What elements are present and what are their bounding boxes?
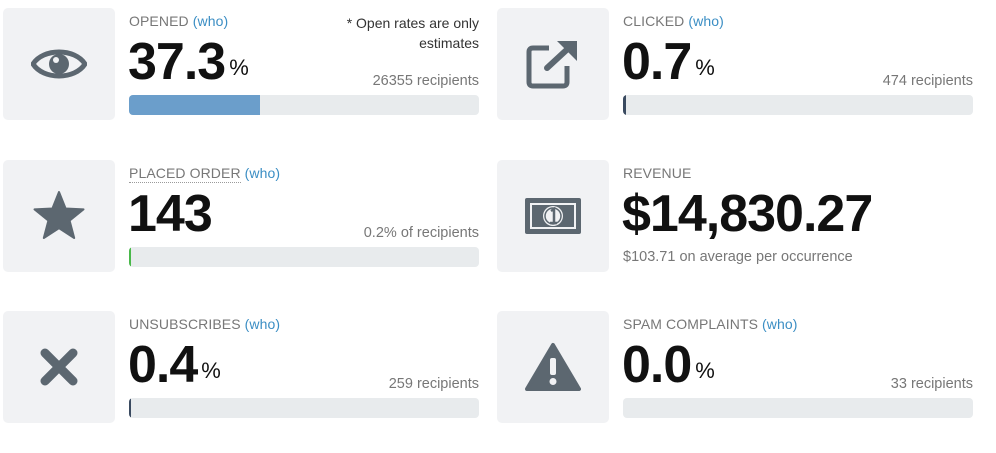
placed-order-progress-fill — [129, 247, 131, 267]
placed-order-card: PLACED ORDER (who) 143 0.2% of recipient… — [3, 160, 479, 272]
spam-who-link[interactable]: (who) — [762, 316, 798, 332]
placed-order-icon-box — [3, 160, 115, 272]
unsubscribes-progress-bar — [129, 398, 479, 418]
unsubscribes-label: UNSUBSCRIBES (who) — [129, 316, 281, 332]
clicked-progress-bar — [623, 95, 973, 115]
unsubscribes-progress-fill — [129, 398, 131, 418]
unsubscribes-value: 0.4% — [128, 336, 221, 394]
unsubscribes-icon-box — [3, 311, 115, 423]
revenue-label: REVENUE — [623, 165, 692, 181]
clicked-value: 0.7% — [622, 33, 715, 91]
placed-order-value: 143 — [128, 185, 213, 243]
star-icon — [33, 191, 85, 239]
opened-value: 37.3% — [128, 33, 249, 91]
revenue-average: $103.71 on average per occurrence — [623, 249, 853, 265]
spam-recipients: 33 recipients — [890, 376, 973, 392]
warning-icon — [525, 343, 581, 391]
spam-value: 0.0% — [622, 336, 715, 394]
clicked-label: CLICKED (who) — [623, 13, 724, 29]
spam-card: SPAM COMPLAINTS (who) 0.0% 33 recipients — [497, 311, 973, 423]
opened-progress-fill — [129, 95, 260, 115]
opened-icon-box — [3, 8, 115, 120]
revenue-value: $14,830.27 — [622, 185, 873, 243]
external-link-icon — [526, 41, 577, 89]
clicked-icon-box — [497, 8, 609, 120]
opened-label: OPENED (who) — [129, 13, 229, 29]
eye-icon — [31, 49, 87, 79]
clicked-progress-fill — [623, 95, 626, 115]
opened-recipients: 26355 recipients — [372, 73, 479, 89]
open-rate-note: * Open rates are only estimates — [346, 15, 479, 51]
placed-order-label: PLACED ORDER (who) — [129, 165, 281, 183]
spam-label: SPAM COMPLAINTS (who) — [623, 316, 798, 332]
clicked-who-link[interactable]: (who) — [688, 13, 724, 29]
unsubscribes-who-link[interactable]: (who) — [244, 316, 281, 332]
close-icon — [40, 348, 78, 386]
placed-order-recipients: 0.2% of recipients — [363, 225, 479, 241]
placed-order-who-link[interactable]: (who) — [244, 165, 281, 181]
unsubscribes-card: UNSUBSCRIBES (who) 0.4% 259 recipients — [3, 311, 479, 423]
opened-card: OPENED (who) * Open rates are only estim… — [3, 8, 479, 120]
spam-icon-box — [497, 311, 609, 423]
revenue-card: REVENUE $14,830.27 $103.71 on average pe… — [497, 160, 973, 272]
placed-order-progress-bar — [129, 247, 479, 267]
clicked-card: CLICKED (who) 0.7% 474 recipients — [497, 8, 973, 120]
spam-progress-bar — [623, 398, 973, 418]
unsubscribes-recipients: 259 recipients — [388, 376, 479, 392]
opened-who-link[interactable]: (who) — [192, 13, 229, 29]
revenue-icon-box — [497, 160, 609, 272]
clicked-recipients: 474 recipients — [882, 73, 973, 89]
opened-progress-bar — [129, 95, 479, 115]
money-icon — [525, 198, 581, 234]
